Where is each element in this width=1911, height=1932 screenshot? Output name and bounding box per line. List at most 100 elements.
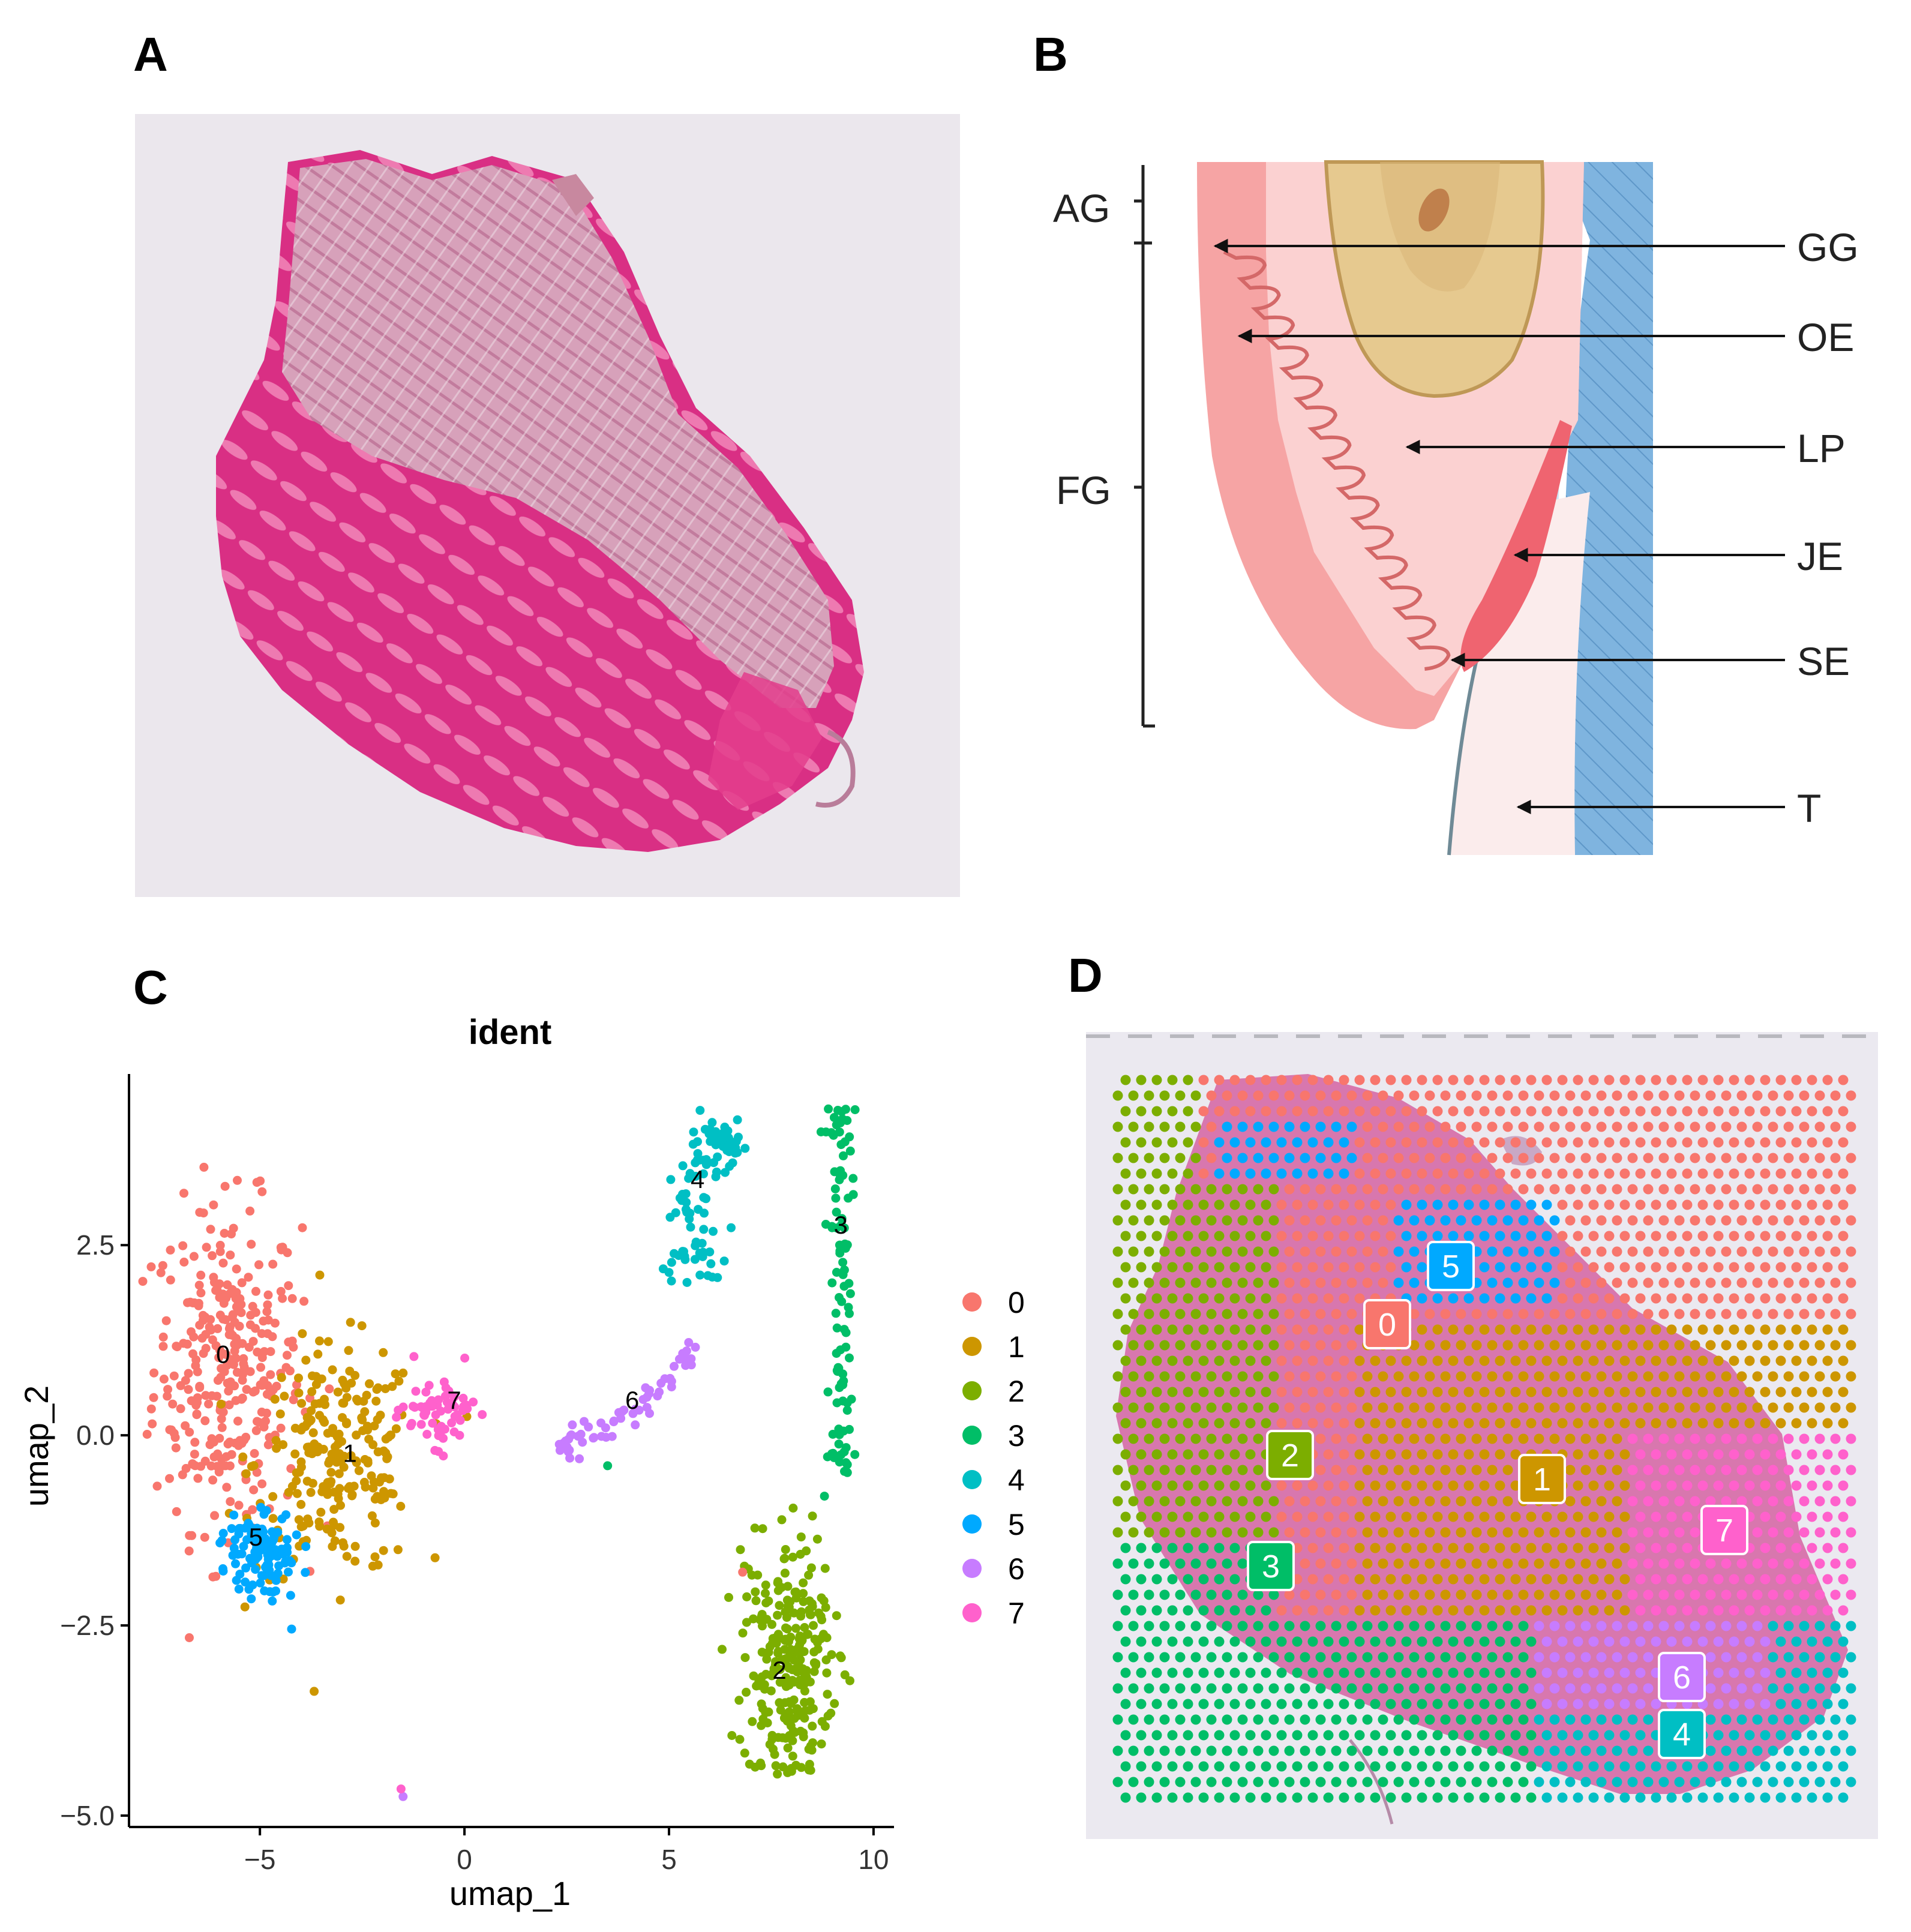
spatial-spot <box>1651 1511 1661 1522</box>
scatter-point <box>724 1592 733 1602</box>
spatial-spot <box>1651 1324 1661 1335</box>
spatial-spot <box>1378 1433 1388 1444</box>
spatial-spot <box>1292 1324 1303 1335</box>
spatial-spot <box>1175 1246 1186 1257</box>
scatter-point <box>796 1612 806 1621</box>
scatter-point <box>325 1456 334 1465</box>
scatter-point <box>169 1429 179 1438</box>
spatial-spot <box>1495 1075 1505 1085</box>
spatial-spot <box>1526 1262 1537 1273</box>
spatial-spot <box>1495 1574 1505 1585</box>
spatial-spot <box>1526 1137 1537 1148</box>
spatial-spot <box>1448 1324 1459 1335</box>
spatial-spot <box>1315 1215 1326 1226</box>
spatial-spot <box>1744 1075 1755 1085</box>
spatial-spot <box>1167 1293 1178 1304</box>
spatial-spot <box>1502 1745 1513 1756</box>
spatial-spot <box>1206 1215 1217 1226</box>
spatial-spot <box>1214 1699 1225 1709</box>
spatial-spot <box>1635 1511 1646 1522</box>
spatial-spot <box>1697 1355 1708 1366</box>
spatial-spot <box>1487 1683 1498 1694</box>
spatial-spot <box>1791 1480 1802 1491</box>
spatial-spot <box>1120 1199 1131 1210</box>
spatial-spot <box>1682 1418 1693 1429</box>
spatial-spot <box>1112 1465 1123 1475</box>
spatial-spot <box>1331 1090 1342 1101</box>
spatial-spot <box>1284 1184 1295 1195</box>
spatial-spot <box>1237 1090 1248 1101</box>
spatial-spot <box>1401 1168 1412 1179</box>
spatial-spot <box>1378 1496 1388 1507</box>
spatial-spot <box>1713 1667 1724 1678</box>
spatial-spot <box>1565 1402 1576 1413</box>
spatial-spot <box>1276 1324 1287 1335</box>
spatial-spot <box>1456 1309 1466 1319</box>
spatial-spot <box>1651 1387 1661 1397</box>
spatial-spot <box>1292 1106 1303 1117</box>
spatial-spot <box>1846 1683 1856 1694</box>
spatial-spot <box>1791 1231 1802 1241</box>
spatial-spot <box>1807 1199 1817 1210</box>
spatial-spot <box>1417 1480 1427 1491</box>
scatter-point <box>299 1297 309 1306</box>
spatial-spot <box>1362 1215 1373 1226</box>
scatter-point <box>368 1483 378 1493</box>
spatial-spot <box>1596 1340 1607 1351</box>
spatial-spot <box>1229 1387 1240 1397</box>
scatter-point <box>268 1259 278 1269</box>
spatial-spot <box>1682 1355 1693 1366</box>
spatial-spot <box>1346 1621 1357 1631</box>
spatial-spot <box>1346 1402 1357 1413</box>
spatial-spot <box>1385 1418 1396 1429</box>
spatial-spot <box>1339 1480 1349 1491</box>
scatter-point <box>845 1309 854 1318</box>
spatial-spot <box>1736 1777 1747 1787</box>
spatial-spot <box>1502 1184 1513 1195</box>
spatial-spot <box>1284 1714 1295 1725</box>
scatter-point <box>268 1596 277 1606</box>
spatial-spot <box>1136 1730 1147 1741</box>
spatial-spot <box>1549 1589 1560 1600</box>
spatial-spot <box>1713 1761 1724 1772</box>
spatial-spot <box>1471 1402 1482 1413</box>
spatial-spot <box>1268 1777 1279 1787</box>
spatial-spot <box>1557 1231 1568 1241</box>
spatial-spot <box>1198 1636 1209 1647</box>
spatial-spot <box>1612 1558 1622 1569</box>
spatial-spot <box>1534 1121 1544 1132</box>
spatial-spot <box>1791 1449 1802 1460</box>
scatter-point <box>161 1316 171 1325</box>
scatter-point <box>352 1458 361 1468</box>
spatial-spot <box>1619 1355 1630 1366</box>
spatial-spot <box>1261 1761 1271 1772</box>
spatial-spot <box>1448 1761 1459 1772</box>
spatial-spot <box>1112 1184 1123 1195</box>
spatial-spot <box>1284 1527 1295 1538</box>
spatial-spot <box>1432 1574 1443 1585</box>
spatial-spot <box>1604 1387 1615 1397</box>
scatter-point <box>422 1430 432 1439</box>
scatter-point <box>257 1187 267 1196</box>
spatial-spot <box>1822 1667 1833 1678</box>
spatial-spot <box>1112 1777 1123 1787</box>
spatial-spot <box>1456 1683 1466 1694</box>
spatial-spot <box>1261 1355 1271 1366</box>
spatial-spot <box>1612 1745 1622 1756</box>
spatial-spot <box>1565 1777 1576 1787</box>
spatial-spot <box>1604 1231 1615 1241</box>
spatial-spot <box>1674 1121 1685 1132</box>
scatter-point <box>434 1447 443 1456</box>
spatial-spot <box>1175 1340 1186 1351</box>
scatter-point <box>681 1205 691 1214</box>
spatial-spot <box>1596 1683 1607 1694</box>
spatial-spot <box>1393 1371 1404 1382</box>
spatial-spot <box>1495 1231 1505 1241</box>
spatial-spot <box>1760 1075 1771 1085</box>
spatial-spot <box>1463 1605 1474 1616</box>
spatial-spot <box>1643 1090 1654 1101</box>
spatial-spot <box>1339 1730 1349 1741</box>
scatter-point <box>842 1398 852 1408</box>
spatial-spot <box>1487 1371 1498 1382</box>
scatter-point <box>222 1483 232 1492</box>
